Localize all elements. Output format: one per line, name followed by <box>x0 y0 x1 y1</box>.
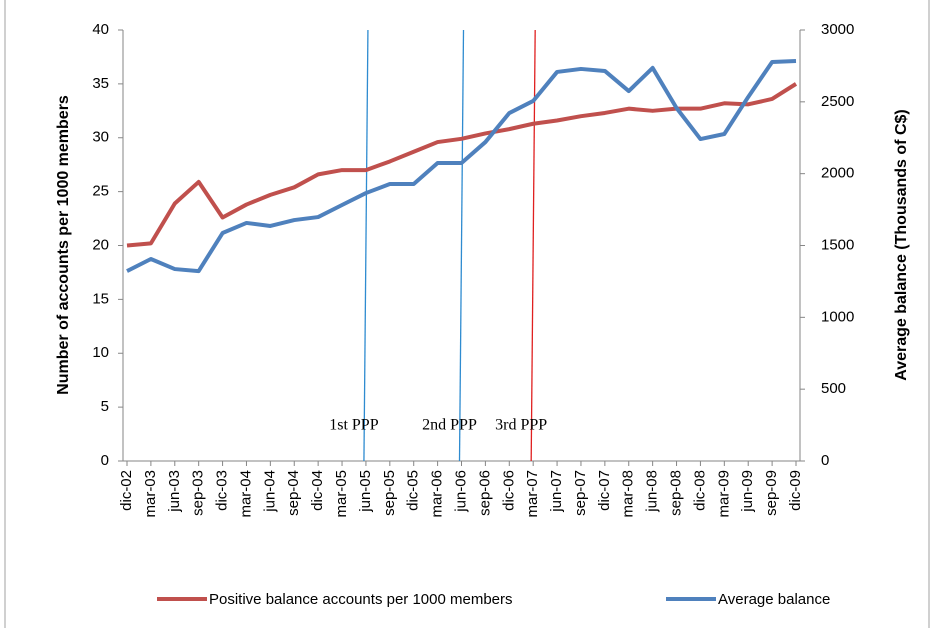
y2-tick-label: 1000 <box>821 308 854 325</box>
series-line <box>126 82 798 248</box>
y-tick-label: 35 <box>92 75 109 92</box>
annotation-label: 1st PPP <box>329 417 378 434</box>
x-tick-label: jun-07 <box>548 470 565 513</box>
x-tick-label: sep-08 <box>668 470 685 516</box>
legend-label: Average balance <box>718 591 830 608</box>
y2-tick-label: 0 <box>821 452 829 469</box>
annotation-line <box>458 29 465 462</box>
y2-tick-label: 500 <box>821 380 846 397</box>
x-tick-label: jun-09 <box>739 470 756 513</box>
x-tick-label: mar-03 <box>142 470 159 518</box>
legend-label: Positive balance accounts per 1000 membe… <box>209 591 513 608</box>
y2-tick-label: 1500 <box>821 236 854 253</box>
y-tick-label: 40 <box>92 21 109 38</box>
y2-tick-label: 3000 <box>821 21 854 38</box>
x-tick-label: dic-04 <box>309 470 326 511</box>
x-tick-label: sep-06 <box>476 470 493 516</box>
annotation-label: 2nd PPP <box>422 417 477 434</box>
x-tick-label: mar-07 <box>524 470 541 518</box>
series-line <box>126 59 797 274</box>
y-tick-label: 15 <box>92 290 109 307</box>
x-tick-label: dic-09 <box>787 470 804 511</box>
chart-frame <box>4 0 930 628</box>
annotation-label: 3rd PPP <box>495 417 547 434</box>
x-tick-label: sep-07 <box>572 470 589 516</box>
y-tick-label: 0 <box>101 452 109 469</box>
y-tick-label: 25 <box>92 183 109 200</box>
y-axis-label: Number of accounts per 1000 members <box>55 95 72 395</box>
x-tick-label: mar-04 <box>237 470 254 518</box>
x-tick-label: dic-05 <box>405 470 422 511</box>
x-tick-label: dic-02 <box>118 470 135 511</box>
annotation-line <box>363 29 369 462</box>
y-tick-label: 20 <box>92 236 109 253</box>
x-tick-label: jun-06 <box>452 470 469 513</box>
x-tick-label: mar-06 <box>429 470 446 518</box>
y2-tick-label: 2500 <box>821 93 854 110</box>
y2-tick-label: 2000 <box>821 165 854 182</box>
annotation-line <box>530 29 536 462</box>
y-tick-label: 5 <box>101 398 109 415</box>
x-tick-label: dic-06 <box>500 470 517 511</box>
y2-axis-label: Average balance (Thousands of C$) <box>893 109 910 380</box>
x-tick-label: sep-05 <box>381 470 398 516</box>
x-tick-label: dic-07 <box>596 470 613 511</box>
x-tick-label: jun-04 <box>261 470 278 513</box>
x-tick-label: jun-03 <box>166 470 183 513</box>
x-tick-label: dic-03 <box>214 470 231 511</box>
x-tick-label: sep-04 <box>285 470 302 516</box>
x-tick-label: jun-08 <box>644 470 661 513</box>
x-tick-label: mar-08 <box>620 470 637 518</box>
x-tick-label: mar-05 <box>333 470 350 518</box>
y-tick-label: 30 <box>92 129 109 146</box>
y-tick-label: 10 <box>92 344 109 361</box>
x-tick-label: sep-09 <box>763 470 780 516</box>
x-tick-label: dic-08 <box>691 470 708 511</box>
x-tick-label: jun-05 <box>357 470 374 513</box>
x-tick-label: sep-03 <box>190 470 207 516</box>
x-tick-label: mar-09 <box>715 470 732 518</box>
